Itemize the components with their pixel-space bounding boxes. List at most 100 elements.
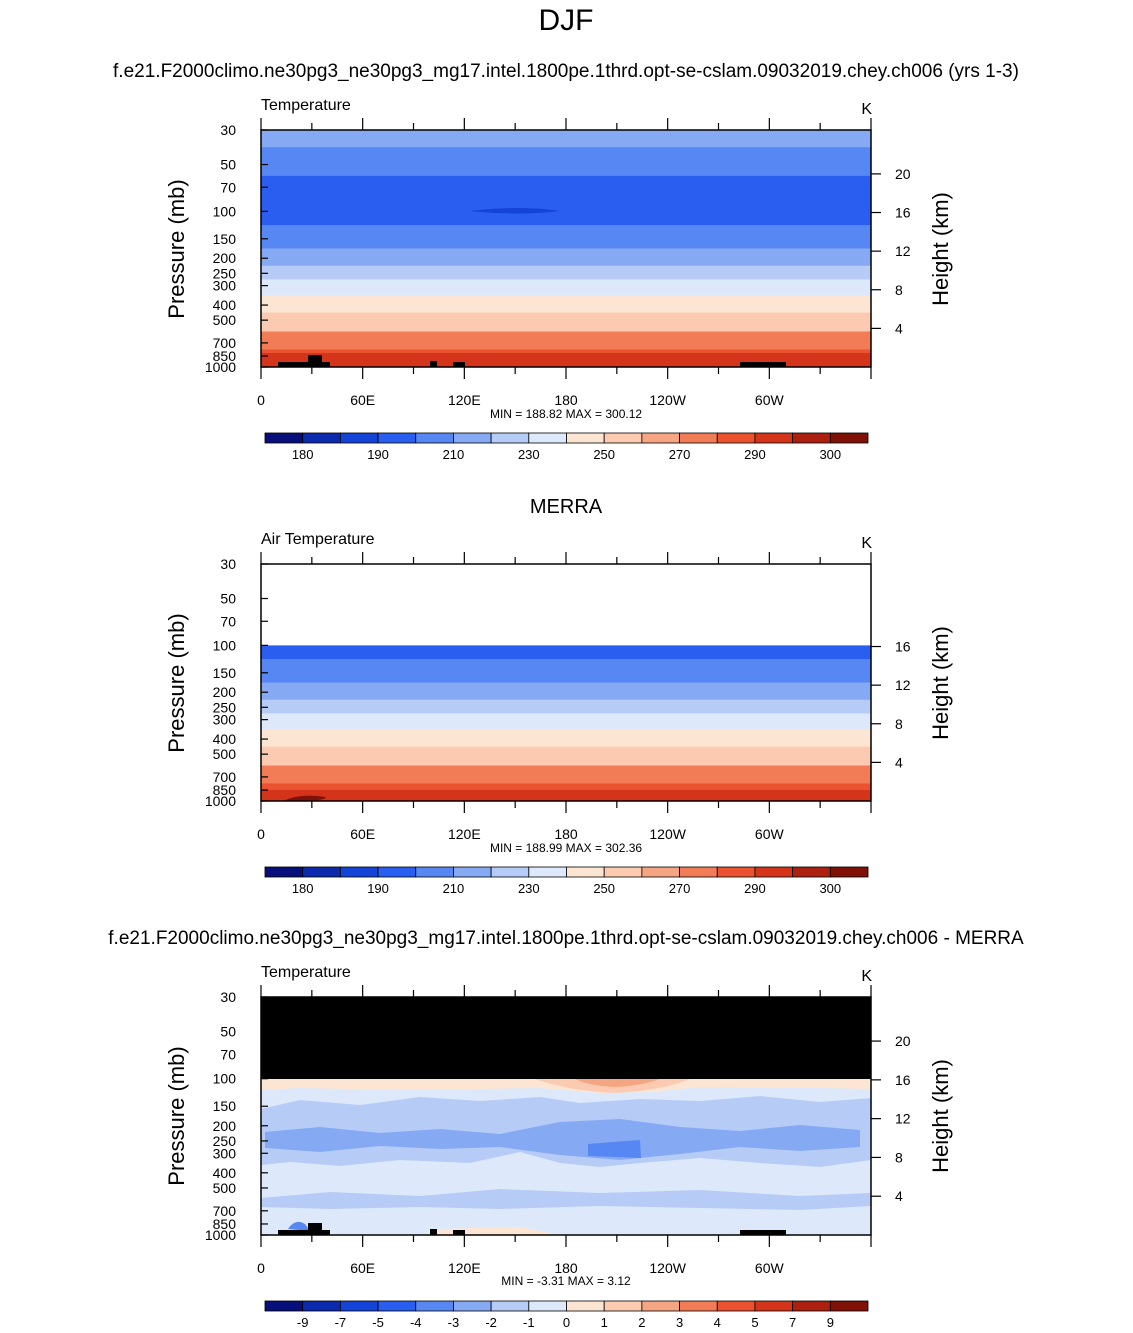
colorbar-swatch [641, 1300, 680, 1312]
field-feature [588, 1140, 641, 1158]
colorbar-label: 190 [367, 447, 389, 462]
pressure-tick-label: 150 [213, 231, 237, 247]
subtitle-top: f.e21.F2000climo.ne30pg3_ne30pg3_mg17.in… [113, 61, 1019, 82]
panel-field [261, 130, 871, 367]
pressure-tick-label: 400 [213, 1165, 237, 1181]
panel-units-label: K [861, 535, 872, 552]
field-feature [283, 795, 326, 801]
panel-field [261, 997, 871, 1235]
panel-merra: Air Temperature K 3050701001502002503004… [164, 531, 953, 896]
colorbar-label: 300 [819, 881, 841, 896]
colorbar-swatch [566, 866, 605, 878]
colorbar-label: 250 [593, 447, 615, 462]
temperature-band [261, 130, 871, 148]
colorbar-swatch [792, 432, 831, 444]
colorbar-label: 290 [744, 447, 766, 462]
pressure-tick-label: 850 [213, 782, 237, 798]
temperature-band [261, 265, 871, 281]
stats-label: MIN = 188.82 MAX = 300.12 [490, 407, 642, 421]
colorbar-label: 270 [669, 881, 691, 896]
panel-units-label: K [861, 101, 872, 118]
terrain-mask [278, 1223, 786, 1235]
colorbar-label: 0 [563, 1315, 570, 1330]
longitude-axis: 0 60E 120E 180 120W 60W [257, 552, 872, 842]
height-tick-label: 12 [895, 243, 911, 259]
temperature-band [261, 175, 871, 200]
height-tick-label: 4 [895, 754, 903, 770]
field-feature [575, 1079, 660, 1087]
y-axis-right-label: Height (km) [928, 1059, 953, 1173]
height-tick-label: 4 [895, 1188, 903, 1204]
pressure-tick-label: 50 [220, 591, 236, 607]
panel-field [261, 645, 871, 801]
colorbar-label: 250 [593, 881, 615, 896]
pressure-tick-label: 500 [213, 1180, 237, 1196]
height-tick-label: 16 [895, 1072, 911, 1088]
height-tick-label: 4 [895, 320, 903, 336]
colorbar-swatch [453, 1300, 492, 1312]
pressure-tick-label: 200 [213, 250, 237, 266]
colorbar: -9 -7 -5 -4 -3 -2 -1 0 1 2 3 4 5 7 9 [264, 1300, 869, 1330]
pressure-tick-label: 500 [213, 312, 237, 328]
pressure-tick-label: 400 [213, 297, 237, 313]
field-feature [261, 790, 871, 801]
colorbar-swatch [302, 866, 341, 878]
pressure-tick-label: 150 [213, 665, 237, 681]
panel-variable-label: Air Temperature [261, 531, 375, 548]
longitude-tick-label: 60W [755, 1260, 785, 1276]
y-axis-left-label: Pressure (mb) [164, 1046, 189, 1185]
colorbar-swatch [754, 866, 794, 878]
colorbar-swatch [415, 866, 454, 878]
temperature-band [261, 225, 871, 250]
colorbar-label: 3 [676, 1315, 683, 1330]
temperature-band [261, 659, 871, 684]
longitude-tick-label: 120W [649, 392, 686, 408]
longitude-axis: 0 60E 120E 180 120W 60W [257, 985, 872, 1276]
title-bottom: f.e21.F2000climo.ne30pg3_ne30pg3_mg17.in… [108, 928, 1024, 949]
colorbar-swatch [490, 866, 530, 878]
longitude-axis: 0 60E 120E 180 120W 60W [257, 118, 872, 408]
colorbar-swatch [453, 432, 492, 444]
colorbar-swatch [829, 432, 869, 444]
stats-label: MIN = 188.99 MAX = 302.36 [490, 841, 642, 855]
colorbar-swatch [792, 866, 831, 878]
temperature-band [261, 248, 871, 267]
colorbar-swatch [528, 866, 567, 878]
pressure-tick-label: 100 [213, 203, 237, 219]
colorbar-swatch [716, 432, 756, 444]
colorbar-swatch [754, 1300, 794, 1312]
colorbar-swatch [264, 1300, 304, 1312]
longitude-tick-label: 60E [350, 826, 375, 842]
colorbar-label: 1 [601, 1315, 608, 1330]
temperature-band [261, 682, 871, 701]
longitude-tick-label: 180 [554, 826, 578, 842]
field-feature [470, 208, 560, 214]
colorbar: 180 190 210 230 250 270 290 300 [264, 866, 869, 896]
height-tick-label: 8 [895, 716, 903, 732]
difference-band [265, 1119, 860, 1160]
pressure-tick-label: 700 [213, 335, 237, 351]
pressure-tick-label: 850 [213, 348, 237, 364]
colorbar-label: 210 [443, 447, 465, 462]
height-tick-label: 12 [895, 677, 911, 693]
title-middle: MERRA [530, 496, 603, 518]
colorbar-swatch [754, 432, 794, 444]
longitude-tick-label: 120W [649, 1260, 686, 1276]
colorbar-swatch [490, 1300, 530, 1312]
y-axis-right-label: Height (km) [928, 192, 953, 306]
pressure-tick-label: 100 [213, 637, 237, 653]
colorbar-label: 270 [669, 447, 691, 462]
colorbar-swatch [641, 432, 680, 444]
colorbar-label: 210 [443, 881, 465, 896]
panel-variable-label: Temperature [261, 964, 351, 981]
longitude-tick-label: 120W [649, 826, 686, 842]
colorbar-label: 230 [518, 447, 540, 462]
temperature-band [261, 746, 871, 767]
longitude-tick-label: 120E [448, 1260, 481, 1276]
colorbar-swatch [339, 432, 379, 444]
pressure-tick-label: 200 [213, 684, 237, 700]
pressure-tick-label: 300 [213, 1145, 237, 1161]
colorbar-swatch [339, 1300, 379, 1312]
